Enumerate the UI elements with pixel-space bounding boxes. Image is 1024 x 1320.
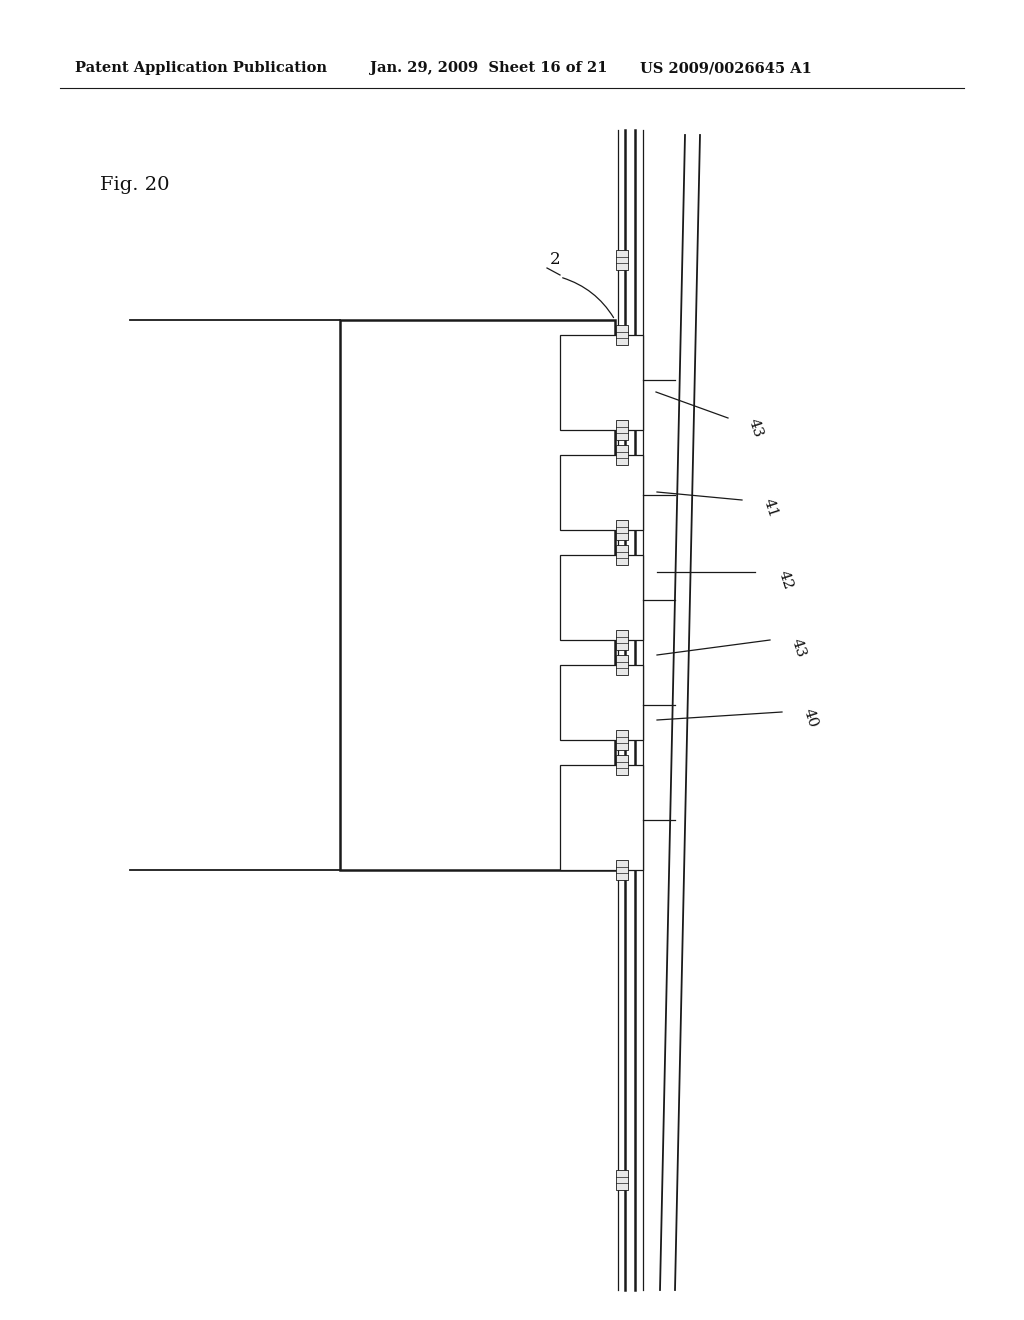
Text: 41: 41 [761,496,779,520]
Bar [616,861,628,880]
Bar [560,335,643,430]
Bar [560,665,643,741]
Text: 2: 2 [550,252,560,268]
Bar [616,249,628,271]
Text: 43: 43 [788,636,808,660]
Bar [560,455,643,531]
Bar [616,445,628,465]
Bar [616,420,628,440]
Text: US 2009/0026645 A1: US 2009/0026645 A1 [640,61,812,75]
Bar [616,730,628,750]
Text: 43: 43 [745,417,765,440]
Bar [616,545,628,565]
Text: Patent Application Publication: Patent Application Publication [75,61,327,75]
Bar [616,520,628,540]
Bar [616,1170,628,1191]
Bar [340,319,615,870]
Text: Jan. 29, 2009  Sheet 16 of 21: Jan. 29, 2009 Sheet 16 of 21 [370,61,607,75]
Bar [616,630,628,649]
Bar [616,325,628,345]
Text: 40: 40 [801,706,819,730]
Bar [616,655,628,675]
Bar [560,766,643,870]
Text: Fig. 20: Fig. 20 [100,176,170,194]
Bar [616,755,628,775]
Bar [560,554,643,640]
Text: 42: 42 [775,569,795,591]
